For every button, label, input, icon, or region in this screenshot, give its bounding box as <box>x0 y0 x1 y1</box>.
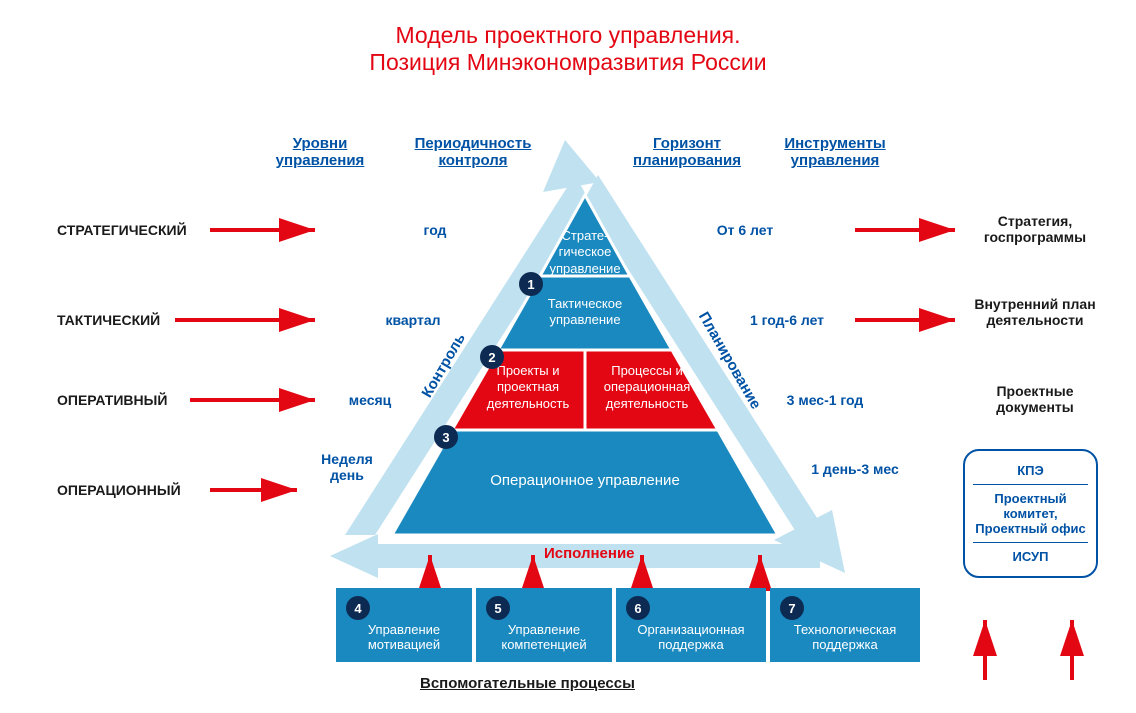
bottom-box-3-label: Организационная поддержка <box>616 622 766 652</box>
bottom-box-1: 4 Управление мотивацией <box>336 588 472 662</box>
badge-6: 6 <box>626 596 650 620</box>
bottom-box-1-label: Управление мотивацией <box>336 622 472 652</box>
badge-7: 7 <box>780 596 804 620</box>
bottom-box-4: 7 Технологическая поддержка <box>770 588 920 662</box>
badge-4: 4 <box>346 596 370 620</box>
bottom-box-2: 5 Управление компетенцией <box>476 588 612 662</box>
bottom-box-2-label: Управление компетенцией <box>476 622 612 652</box>
bottom-title: Вспомогательные процессы <box>420 675 635 692</box>
bottom-box-3: 6 Организационная поддержка <box>616 588 766 662</box>
bottom-box-4-label: Технологическая поддержка <box>770 622 920 652</box>
badge-5: 5 <box>486 596 510 620</box>
